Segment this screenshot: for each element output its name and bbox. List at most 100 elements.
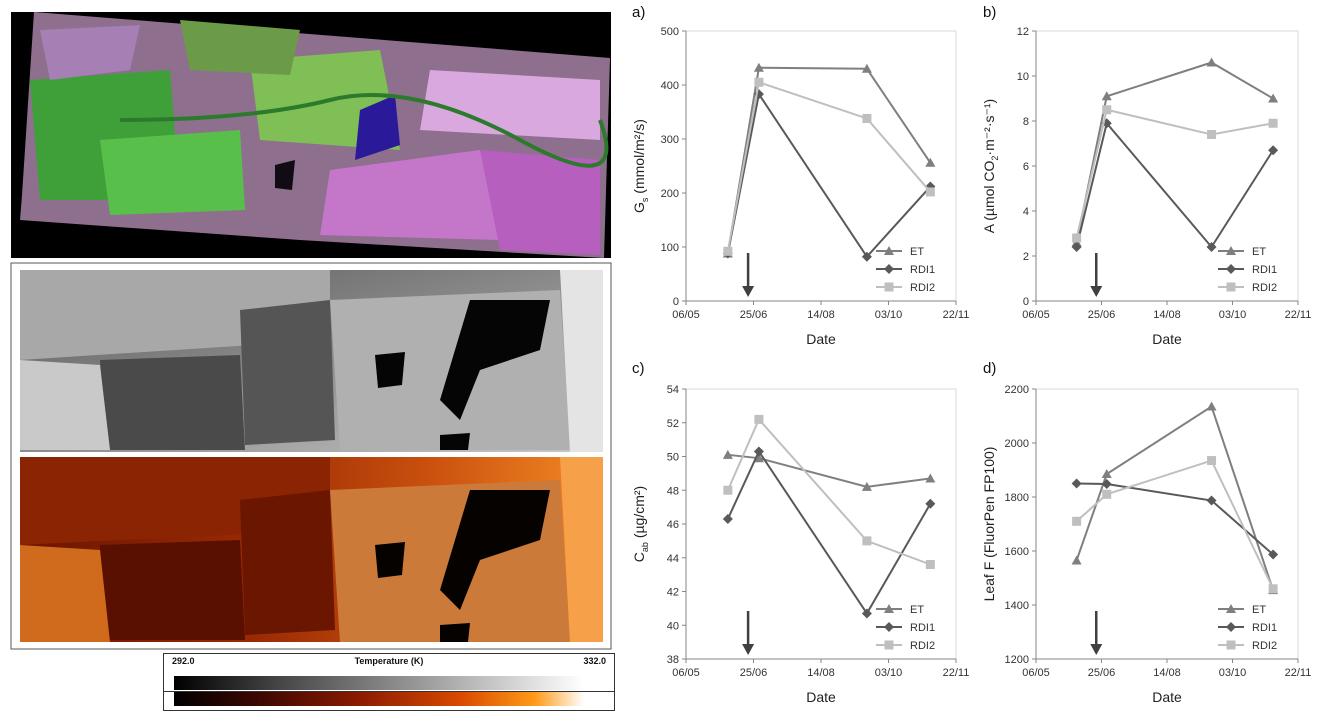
data-point-rdi2 bbox=[1207, 130, 1217, 139]
legend-label-et: ET bbox=[1252, 246, 1266, 258]
legend-marker-rdi1 bbox=[884, 264, 894, 274]
y-tick-label: 500 bbox=[661, 26, 679, 38]
y-tick-label: 42 bbox=[667, 587, 679, 599]
plot-area bbox=[685, 388, 957, 660]
x-axis-title: Date bbox=[1152, 689, 1182, 705]
x-tick-label: 22/11 bbox=[1285, 667, 1312, 679]
data-point-rdi2 bbox=[862, 113, 872, 123]
series-line-rdi2 bbox=[1075, 459, 1275, 590]
y-tick-label: 300 bbox=[661, 134, 679, 146]
data-point-rdi2 bbox=[1072, 516, 1082, 526]
data-point-et bbox=[861, 63, 872, 73]
data-point-et bbox=[1206, 401, 1217, 411]
data-point-rdi2 bbox=[723, 485, 733, 495]
legend-marker-rdi2 bbox=[884, 640, 894, 650]
data-point-rdi1 bbox=[861, 608, 872, 619]
data-point-rdi2 bbox=[925, 187, 935, 197]
data-point-rdi1 bbox=[722, 513, 733, 524]
x-tick-label: 06/05 bbox=[1022, 309, 1050, 321]
colorbar-grayscale-ramp bbox=[174, 676, 584, 690]
series-line-et bbox=[1075, 405, 1275, 591]
event-arrow-head bbox=[1090, 286, 1103, 297]
series-line-rdi1 bbox=[726, 449, 932, 616]
data-point-et bbox=[861, 481, 872, 491]
colorbar-heat-ramp bbox=[174, 692, 584, 706]
colorbar-divider bbox=[164, 691, 614, 692]
data-point-rdi1 bbox=[861, 251, 872, 262]
y-tick-label: 100 bbox=[661, 242, 679, 254]
series-line-rdi2 bbox=[726, 80, 932, 252]
legend-marker-et bbox=[1226, 246, 1236, 255]
y-tick-label: 40 bbox=[667, 620, 679, 632]
grayscale-thermal-image bbox=[20, 270, 603, 452]
data-point-rdi1 bbox=[925, 498, 936, 509]
x-axis-title: Date bbox=[806, 689, 836, 705]
legend-label-et: ET bbox=[1252, 604, 1266, 616]
x-tick-label: 14/08 bbox=[1153, 309, 1181, 321]
y-axis-title: Cab (µg/cm²) bbox=[631, 486, 650, 562]
panel-letter-d: d) bbox=[983, 360, 997, 377]
multispectral-image bbox=[11, 12, 611, 258]
data-point-et bbox=[1101, 91, 1112, 101]
y-tick-label: 8 bbox=[1023, 116, 1029, 128]
data-point-rdi2 bbox=[754, 77, 764, 87]
legend-label-rdi2: RDI2 bbox=[910, 640, 935, 652]
data-point-et bbox=[722, 449, 733, 459]
y-tick-label: 0 bbox=[1023, 296, 1029, 308]
y-tick-label: 44 bbox=[667, 553, 679, 565]
data-point-rdi2 bbox=[723, 246, 733, 256]
event-arrow-head bbox=[1090, 644, 1103, 655]
data-point-rdi1 bbox=[1071, 478, 1082, 489]
y-axis-title: Gs (mmol/m²/s) bbox=[631, 119, 650, 213]
y-tick-label: 1200 bbox=[1005, 654, 1029, 666]
series-line-et bbox=[1075, 61, 1274, 243]
y-tick-label: 2000 bbox=[1005, 438, 1029, 450]
panel-letter-b: b) bbox=[983, 4, 997, 21]
legend-label-rdi1: RDI1 bbox=[910, 264, 935, 276]
data-point-rdi1 bbox=[753, 446, 764, 457]
x-tick-label: 03/10 bbox=[875, 309, 903, 321]
y-axis-title: A (µmol CO2·m⁻²·s⁻¹) bbox=[981, 99, 1000, 233]
x-tick-label: 25/06 bbox=[740, 667, 768, 679]
data-point-et bbox=[753, 453, 764, 463]
series-line-rdi1 bbox=[726, 91, 932, 259]
colorbar-max-label: 332.0 bbox=[583, 656, 606, 666]
event-arrow-head bbox=[742, 286, 755, 297]
data-point-rdi2 bbox=[1268, 584, 1278, 594]
x-tick-label: 14/08 bbox=[807, 309, 835, 321]
x-tick-label: 25/06 bbox=[740, 309, 768, 321]
legend-marker-rdi2 bbox=[884, 282, 894, 292]
legend-marker-rdi1 bbox=[1226, 264, 1236, 274]
data-point-rdi2 bbox=[1207, 456, 1217, 466]
series-line-rdi1 bbox=[1075, 121, 1274, 249]
panel-letter-a: a) bbox=[632, 4, 646, 21]
legend-marker-et bbox=[1226, 604, 1236, 613]
data-point-et bbox=[1268, 93, 1279, 103]
false-color-thermal-image bbox=[20, 457, 603, 642]
data-point-rdi1 bbox=[1206, 495, 1217, 506]
series-line-rdi1 bbox=[1076, 482, 1274, 556]
y-tick-label: 46 bbox=[667, 519, 679, 531]
y-tick-label: 12 bbox=[1017, 26, 1029, 38]
y-tick-label: 1800 bbox=[1005, 492, 1029, 504]
legend-marker-rdi1 bbox=[1226, 622, 1236, 632]
plot-area bbox=[685, 30, 957, 302]
chart-0: 0 100 200 300 400 500 06/05 25/06 14/08 03/10 22/1… bbox=[631, 26, 969, 347]
y-tick-label: 6 bbox=[1023, 161, 1029, 173]
x-tick-label: 03/10 bbox=[1219, 667, 1247, 679]
legend-label-rdi1: RDI1 bbox=[1252, 264, 1277, 276]
y-tick-label: 2 bbox=[1023, 251, 1029, 263]
data-point-rdi1 bbox=[1206, 242, 1217, 252]
event-arrow-head bbox=[742, 644, 755, 655]
x-tick-label: 22/11 bbox=[943, 667, 970, 679]
y-tick-label: 4 bbox=[1023, 206, 1029, 218]
x-axis-title: Date bbox=[1152, 331, 1182, 347]
data-point-et bbox=[1071, 555, 1082, 565]
y-tick-label: 400 bbox=[661, 80, 679, 92]
x-axis-title: Date bbox=[806, 331, 836, 347]
x-tick-label: 14/08 bbox=[1153, 667, 1181, 679]
x-tick-label: 25/06 bbox=[1088, 309, 1116, 321]
data-point-rdi2 bbox=[1072, 233, 1082, 243]
x-tick-label: 22/11 bbox=[943, 309, 970, 321]
